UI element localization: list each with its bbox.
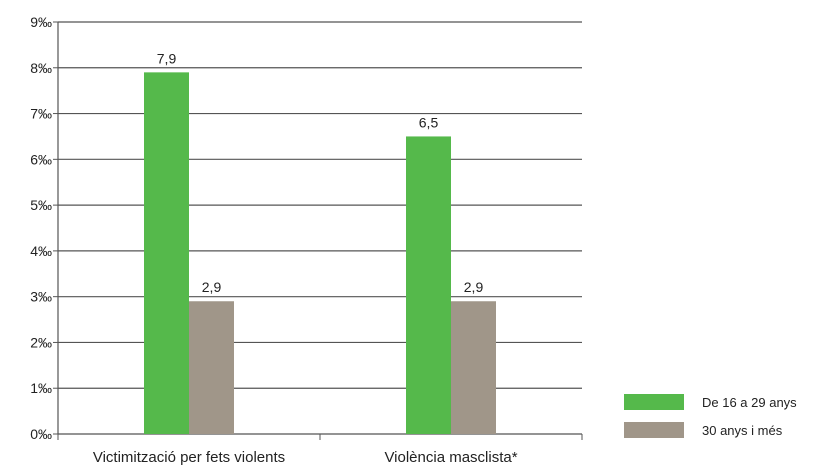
legend-item-series-2: 30 anys i més <box>624 416 797 444</box>
legend-label-series-1: De 16 a 29 anys <box>702 394 797 410</box>
data-label: 2,9 <box>202 279 222 295</box>
legend: De 16 a 29 anys 30 anys i més <box>624 388 797 444</box>
y-tick-label: 5‰ <box>30 197 52 213</box>
y-tick-label: 4‰ <box>30 243 52 259</box>
y-tick-label: 6‰ <box>30 151 52 167</box>
legend-swatch-series-2 <box>624 422 684 438</box>
data-label: 6,5 <box>419 114 439 130</box>
legend-label-series-2: 30 anys i més <box>702 422 783 438</box>
y-tick-label: 1‰ <box>30 380 52 396</box>
y-tick-label: 0‰ <box>30 426 52 442</box>
bar-1-1 <box>144 72 189 434</box>
y-tick-label: 3‰ <box>30 289 52 305</box>
bar-1-2 <box>406 136 451 434</box>
y-tick-label: 8‰ <box>30 60 52 76</box>
bar-2-2 <box>451 301 496 434</box>
x-category-label: Victimització per fets violents <box>93 449 285 466</box>
data-label: 2,9 <box>464 279 484 295</box>
y-tick-label: 9‰ <box>30 14 52 30</box>
bar-2-1 <box>189 301 234 434</box>
legend-swatch-series-1 <box>624 394 684 410</box>
y-tick-label: 7‰ <box>30 106 52 122</box>
data-label: 7,9 <box>157 50 177 66</box>
y-tick-label: 2‰ <box>30 334 52 350</box>
legend-item-series-1: De 16 a 29 anys <box>624 388 797 416</box>
x-category-label: Violència masclista* <box>384 449 517 466</box>
